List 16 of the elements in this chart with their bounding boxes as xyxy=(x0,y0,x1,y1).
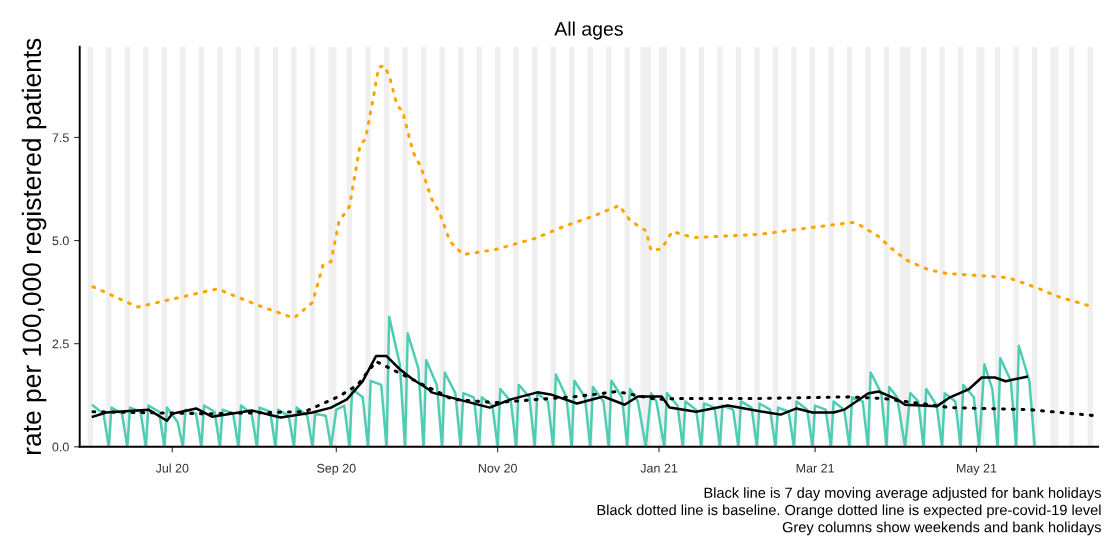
x-tick-label: Sep 20 xyxy=(317,463,356,476)
y-tick-label: 5.0 xyxy=(52,236,69,246)
y-tick-label: 2.5 xyxy=(52,339,69,349)
y-tick-label: 0.0 xyxy=(52,442,69,452)
x-tick-label: Jul 20 xyxy=(155,463,189,473)
y-tick-label: 7.5 xyxy=(52,133,69,143)
text: Grey columns show weekends and bank holidays xyxy=(782,521,1101,536)
y-axis-title: rate per 100,000 registered patients xyxy=(21,38,47,455)
x-tick-label: May 21 xyxy=(956,463,997,476)
x-tick-label: Jan 21 xyxy=(640,463,678,473)
chart-title: All ages xyxy=(554,21,623,40)
line-series xyxy=(91,315,1036,447)
text: Black dotted line is baseline. Orange dotted line is expected pre-covid-19 level xyxy=(597,504,1101,519)
x-tick-label: Nov 20 xyxy=(478,463,517,473)
text: Black line is 7 day moving average adjusted for bank holidays xyxy=(704,487,1101,501)
x-tick-label: Mar 21 xyxy=(796,463,834,473)
